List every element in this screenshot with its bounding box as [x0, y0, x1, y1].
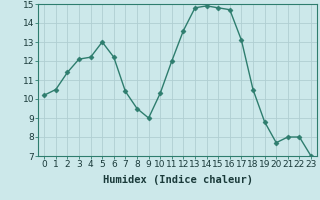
X-axis label: Humidex (Indice chaleur): Humidex (Indice chaleur) — [103, 175, 252, 185]
